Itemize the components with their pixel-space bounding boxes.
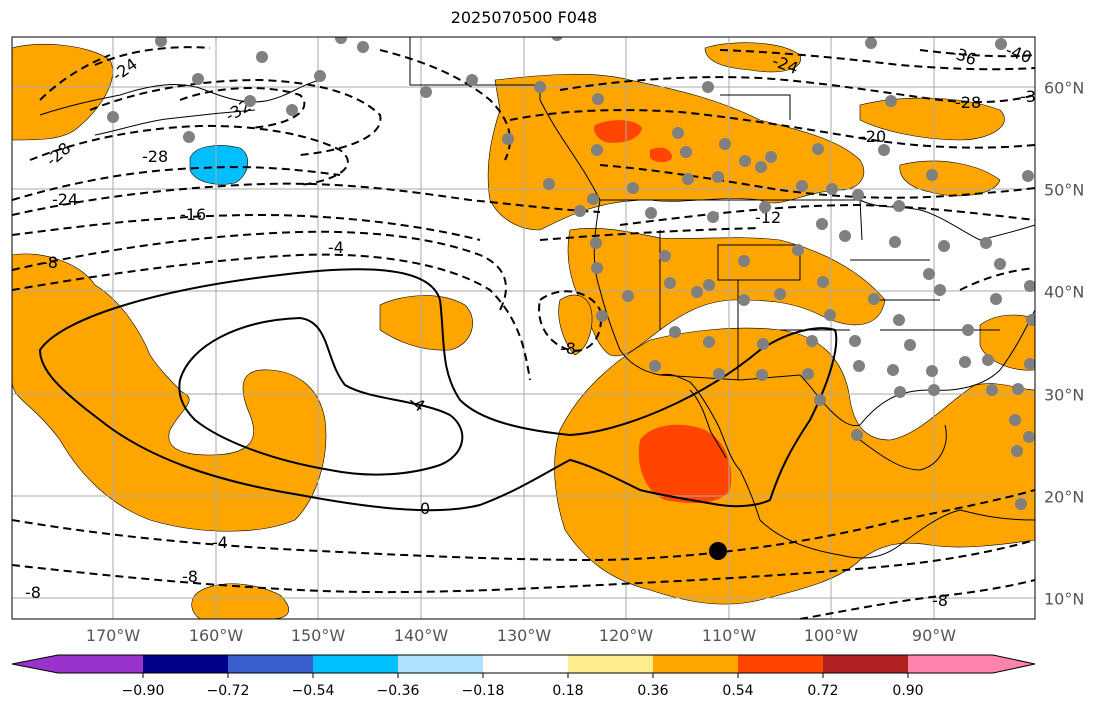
colorbar-tick-label: 0.72 (807, 683, 839, 699)
contour-label: -32 (1020, 87, 1046, 106)
orange-region-center (379, 295, 473, 351)
colorbar-segment (568, 655, 653, 673)
contour-label: -24 (52, 190, 78, 209)
colorbar-tick-label: −0.90 (121, 683, 165, 699)
lat-label: 60°N (1044, 78, 1085, 98)
orange-region-pacific (12, 253, 327, 532)
lon-label: 120°W (598, 626, 654, 645)
colorbar-tick-label: −0.36 (376, 683, 420, 699)
contour-label: -8 (25, 583, 41, 602)
colorbar-tick-label: −0.54 (291, 683, 335, 699)
orange-region-california-coast (558, 294, 593, 356)
colorbar-tick-label: 0.54 (722, 683, 754, 699)
contour-label: -20 (860, 127, 886, 146)
contour-label: -12 (755, 208, 781, 227)
colorbar-low-extension (12, 655, 58, 673)
contour-label: -16 (180, 205, 206, 224)
colorbar-tick-label: −0.18 (461, 683, 505, 699)
blue-region-bering (189, 145, 248, 185)
colorbar-segment (738, 655, 823, 673)
contour-label: -8 (42, 253, 58, 272)
colorbar-segment (143, 655, 228, 673)
lon-label: 100°W (803, 626, 859, 645)
map-frame (11, 36, 1036, 620)
map-area: -24 -28 -32 -28 -24 -16 -8 -4 -4 0 -4 -8… (12, 37, 1046, 619)
lon-label: 150°W (290, 626, 346, 645)
red-region-baja (638, 424, 732, 503)
contour-lines (12, 46, 1035, 619)
colorbar-tick-label: −0.72 (206, 683, 250, 699)
colorbar-segment (483, 655, 568, 673)
lat-label: 40°N (1044, 282, 1085, 302)
contour-label: -8 (560, 339, 576, 358)
contour-label: 0 (420, 499, 430, 518)
lat-label: 50°N (1044, 180, 1085, 200)
orange-region-nw (12, 43, 113, 141)
colorbar-segment (653, 655, 738, 673)
lon-label: 170°W (85, 626, 141, 645)
contour-label: -28 (142, 147, 168, 166)
red-region-canada-1 (594, 120, 642, 143)
colorbar-high-extension (993, 655, 1035, 673)
colorbar-tick-label: 0.90 (892, 683, 924, 699)
colorbar-segment (398, 655, 483, 673)
colorbar-segment (228, 655, 313, 673)
lat-label: 20°N (1044, 487, 1085, 507)
contour-label: -4 (328, 238, 344, 257)
orange-region-east-canada (899, 160, 1001, 197)
contour-label: -8 (932, 591, 948, 610)
colorbar-segment (313, 655, 398, 673)
contour-label: -28 (955, 93, 981, 112)
colorbar-tick-label: 0.18 (552, 683, 584, 699)
colorbar-tick-label: 0.36 (637, 683, 669, 699)
orange-region-west-us (567, 228, 886, 357)
colorbar-segment (908, 655, 993, 673)
colorbar-segment (823, 655, 908, 673)
strong-regions (594, 120, 732, 503)
contour-label: -4 (212, 533, 228, 552)
colorbar (11, 654, 1036, 678)
colorbar-segment (58, 655, 143, 673)
lon-label: 90°W (911, 626, 957, 645)
orange-region-mexico (554, 327, 1035, 605)
red-region-canada-2 (650, 147, 672, 163)
lon-label: 160°W (188, 626, 244, 645)
lon-label: 140°W (393, 626, 449, 645)
lon-label: 130°W (496, 626, 552, 645)
lat-label: 30°N (1044, 385, 1085, 405)
contour-label: -8 (182, 567, 198, 586)
map-title: 2025070500 F048 (450, 8, 598, 27)
station-dots (107, 37, 1035, 510)
coastlines (39, 37, 1035, 559)
lat-label: 10°N (1044, 589, 1085, 609)
black-dot-marker (709, 542, 727, 560)
orange-region-canada (487, 73, 865, 231)
lon-label: 110°W (701, 626, 757, 645)
